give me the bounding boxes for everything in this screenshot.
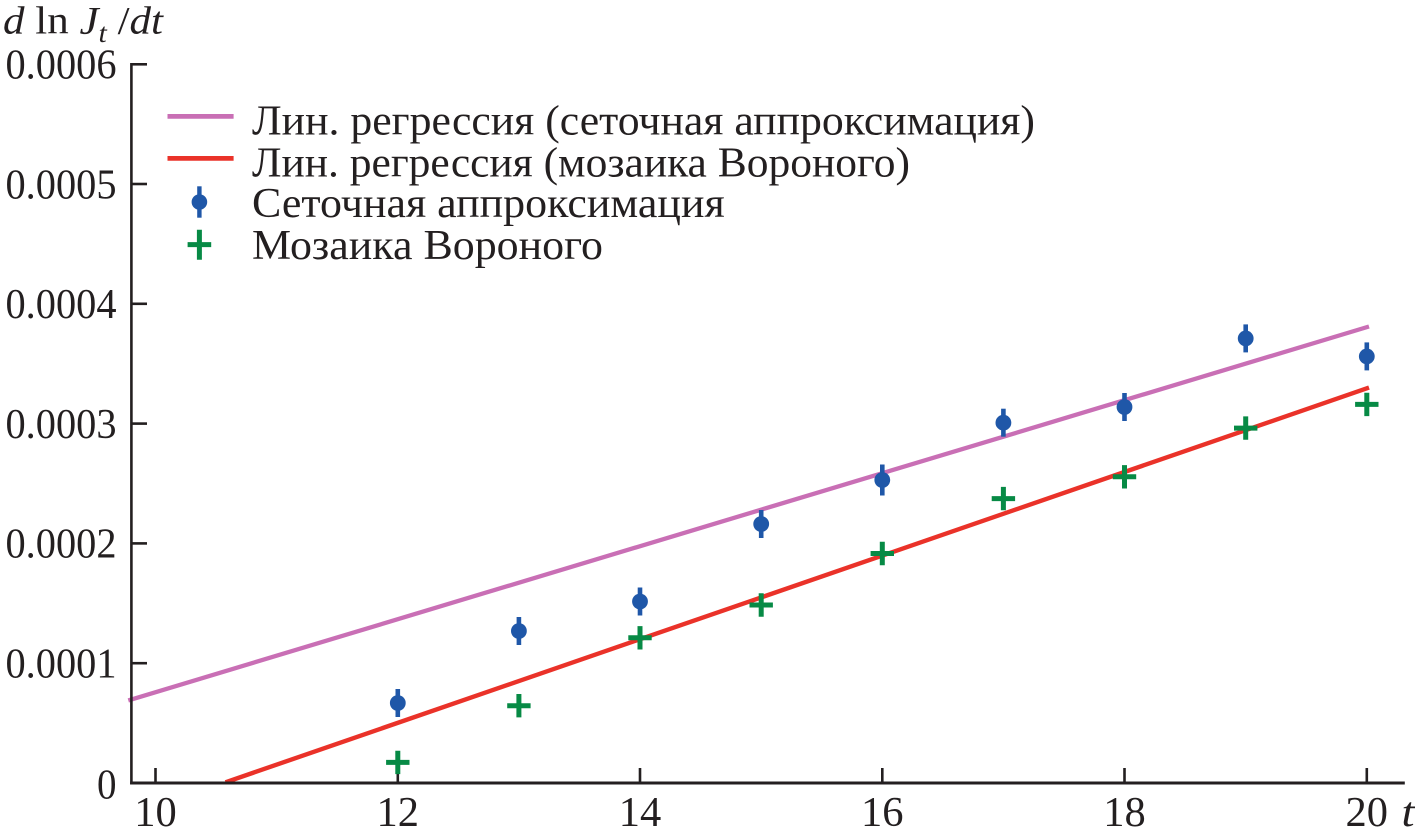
svg-text:16: 16	[861, 790, 904, 836]
svg-text:0.0004: 0.0004	[6, 282, 117, 328]
svg-text:t: t	[1402, 790, 1415, 836]
svg-text:0.0001: 0.0001	[6, 642, 117, 688]
svg-text:18: 18	[1103, 790, 1146, 836]
svg-text:0.0002: 0.0002	[6, 522, 117, 568]
svg-text:20: 20	[1346, 790, 1389, 836]
svg-text:0: 0	[97, 763, 117, 809]
svg-text:0.0003: 0.0003	[6, 402, 117, 448]
svg-text:Лин. регрессия (мозаика Вороно: Лин. регрессия (мозаика Вороного)	[252, 140, 910, 186]
svg-text:0.0005: 0.0005	[6, 162, 117, 208]
svg-text:10: 10	[134, 790, 177, 836]
svg-text:0.0006: 0.0006	[6, 43, 117, 89]
svg-text:12: 12	[377, 790, 420, 836]
svg-text:14: 14	[619, 790, 662, 836]
svg-text:Сеточная аппроксимация: Сеточная аппроксимация	[252, 181, 725, 227]
svg-text:Мозаика Вороного: Мозаика Вороного	[252, 223, 603, 269]
svg-text:Лин. регрессия (сеточная аппро: Лин. регрессия (сеточная аппроксимация)	[252, 99, 1035, 145]
svg-text:d ln Jt /dt: d ln Jt /dt	[3, 0, 164, 48]
